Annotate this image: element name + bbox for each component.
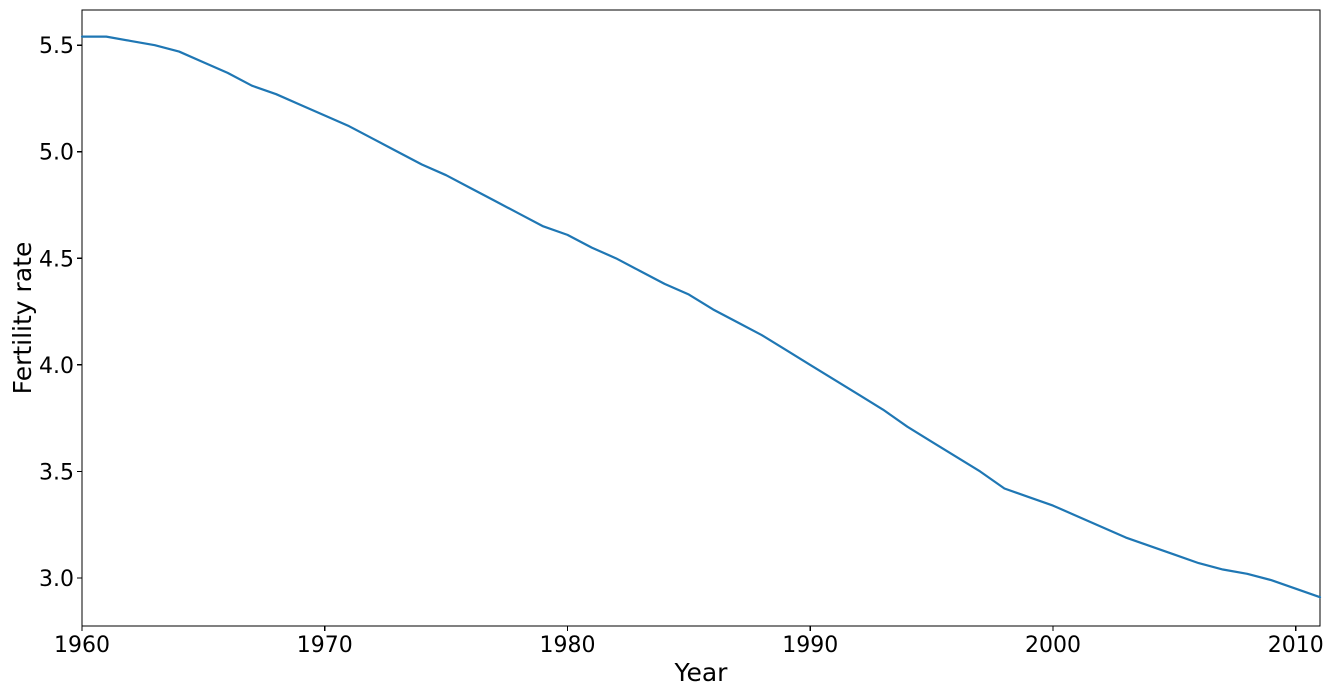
x-tick-label: 1980 <box>539 633 595 658</box>
x-axis-label: Year <box>674 658 729 687</box>
y-tick-label: 5.5 <box>39 34 74 59</box>
x-tick-label: 2000 <box>1025 633 1081 658</box>
y-tick-label: 4.0 <box>39 354 74 379</box>
y-tick-label: 3.0 <box>39 567 74 592</box>
y-axis-ticks: 3.0 3.5 4.0 4.5 5.0 5.5 <box>39 34 82 592</box>
x-tick-label: 1960 <box>54 633 110 658</box>
y-tick-label: 3.5 <box>39 460 74 485</box>
fertility-line <box>80 35 1322 599</box>
x-axis-ticks: 1960 1970 1980 1990 2000 2010 <box>54 626 1324 658</box>
x-tick-label: 1970 <box>297 633 353 658</box>
y-tick-label: 4.5 <box>39 247 74 272</box>
x-tick-label: 1990 <box>782 633 838 658</box>
y-tick-label: 5.0 <box>39 141 74 166</box>
y-axis-label: Fertility rate <box>8 242 37 395</box>
plot-border <box>81 9 1321 627</box>
x-tick-label: 2010 <box>1268 633 1324 658</box>
